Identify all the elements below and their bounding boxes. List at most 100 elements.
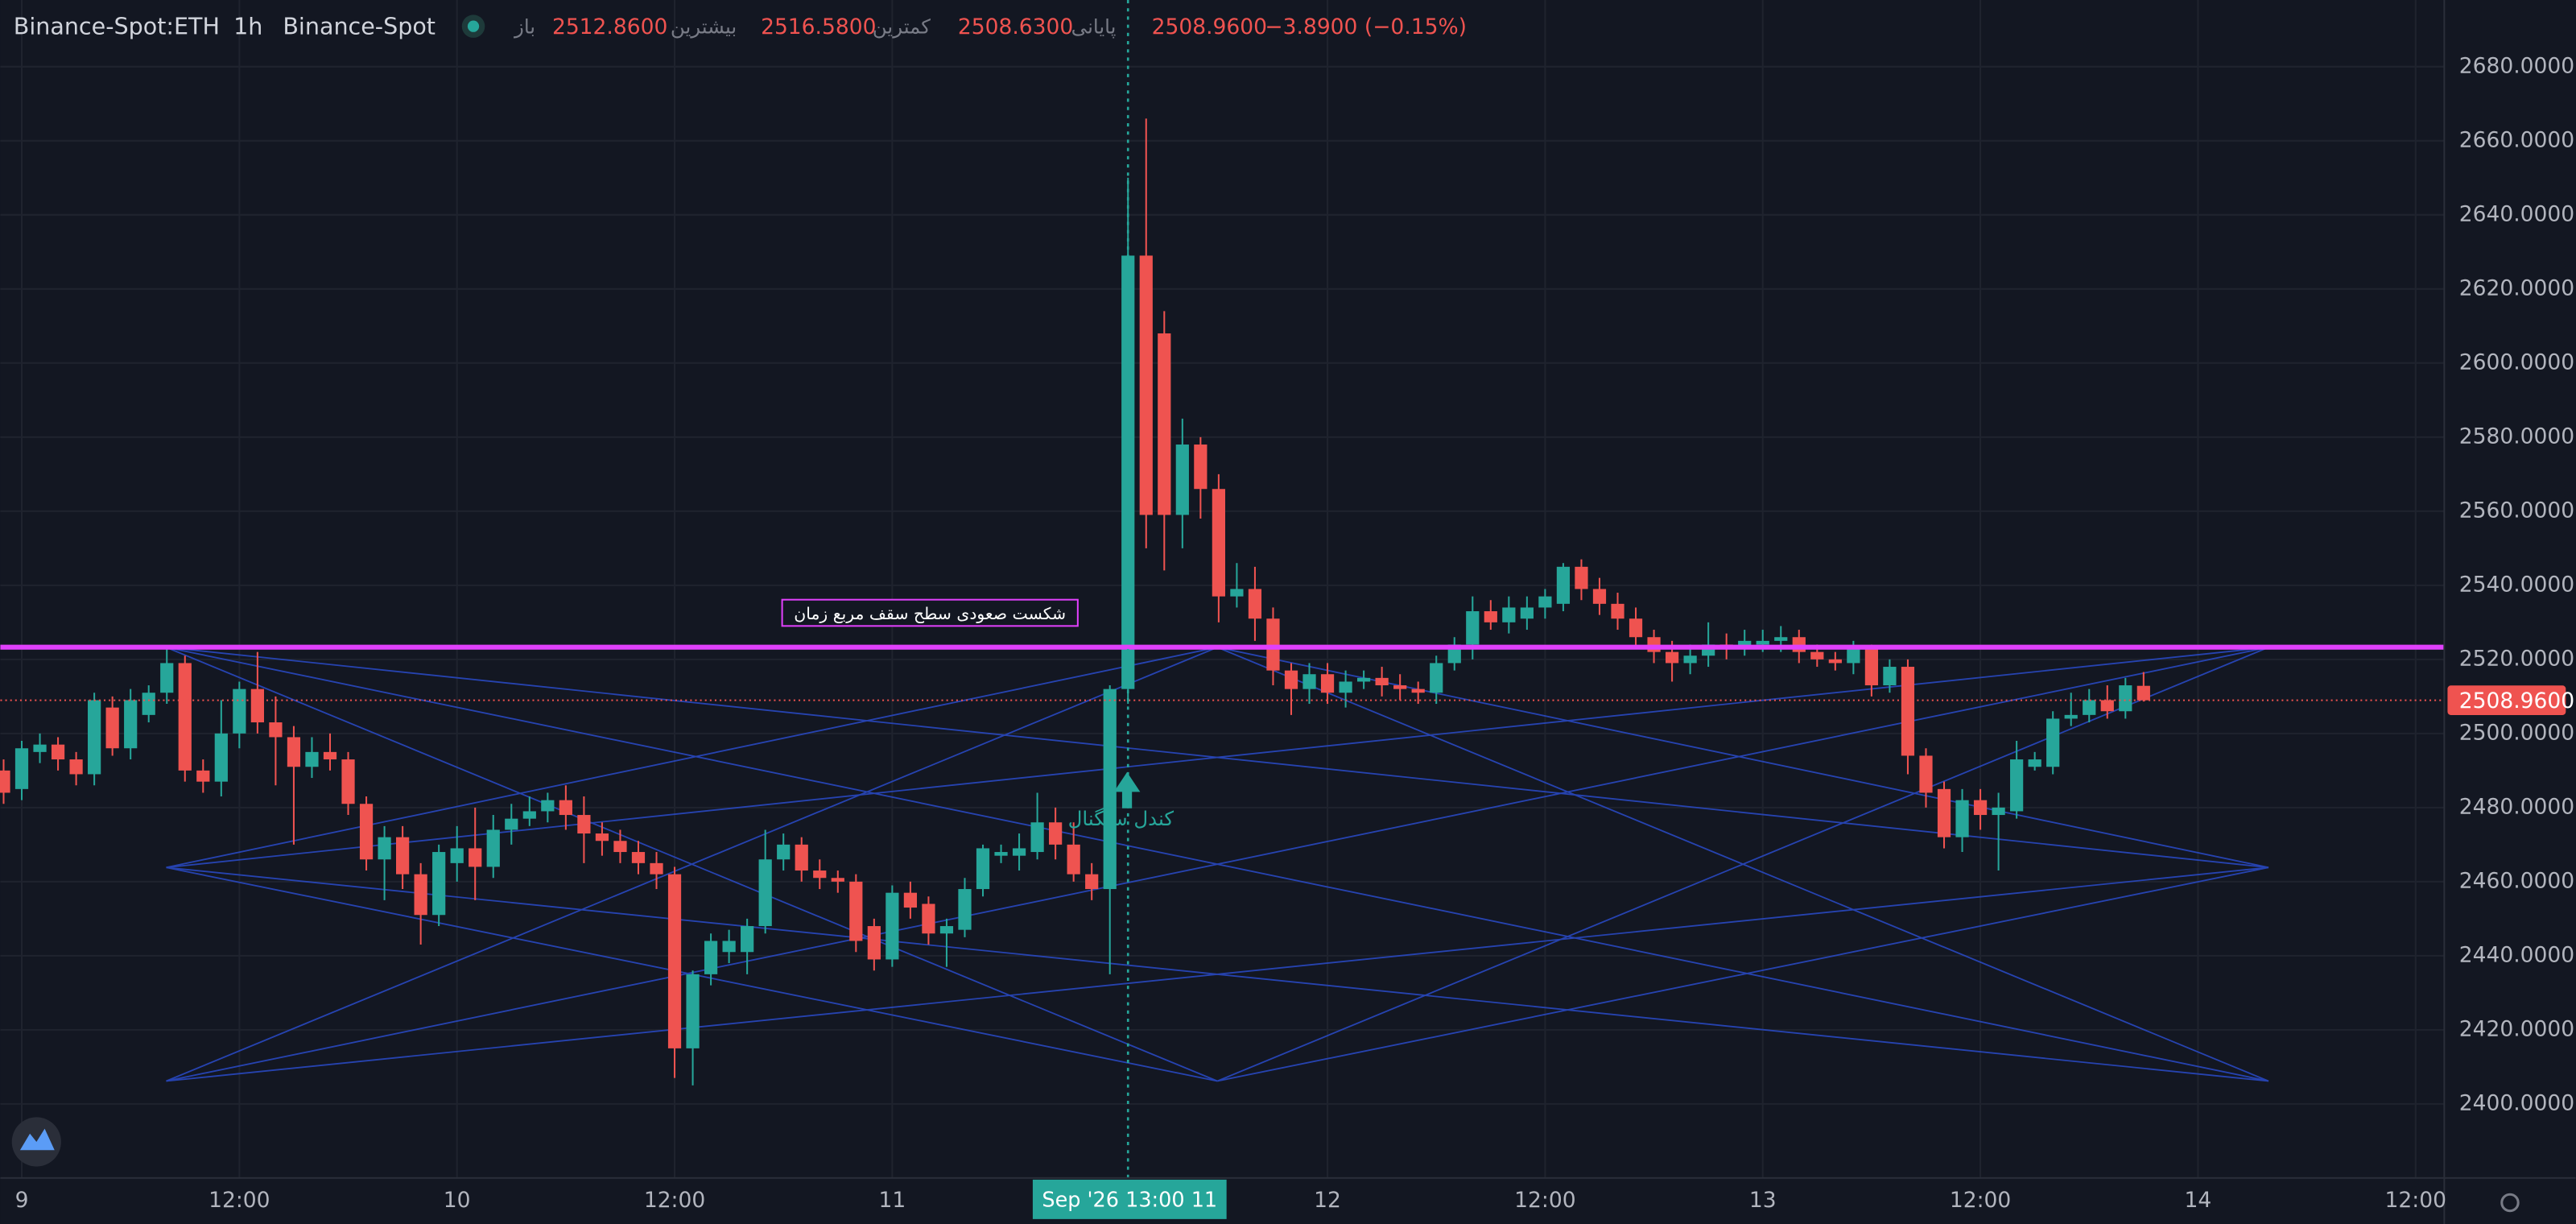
candle-body [269, 722, 283, 738]
candle-body [522, 811, 536, 819]
candle-body [1502, 607, 1516, 622]
candle-body [595, 833, 609, 842]
settings-icon[interactable] [2500, 1193, 2520, 1213]
candle-body [414, 874, 427, 916]
high-label: بیشترین [671, 15, 737, 39]
candle-body [1466, 611, 1480, 645]
candle-body [1357, 677, 1371, 682]
drawing-line [166, 866, 2269, 1082]
candle-body [1266, 618, 1280, 671]
candle-body [450, 848, 464, 863]
candle-body [1665, 651, 1679, 664]
time-axis [0, 1177, 2576, 1224]
drawing-line [166, 647, 1218, 1082]
candle-body [1792, 637, 1806, 652]
candle-body [1411, 688, 1425, 693]
candle-body [1919, 755, 1933, 793]
annotation-text: شکست صعودی سطح سقف مربع زمان [794, 604, 1066, 623]
candle-body [831, 878, 844, 882]
candle-body [1955, 800, 1969, 837]
candle-body [1230, 589, 1244, 597]
candle-body [2083, 700, 2096, 715]
candle-body [867, 926, 881, 960]
y-tick-label: 2640.0000 [2459, 201, 2574, 226]
candle-body [1937, 788, 1951, 837]
candle-body [886, 892, 899, 960]
candle-body [69, 759, 83, 775]
candle-body [1756, 640, 1769, 645]
candle-body [1430, 663, 1443, 693]
candle-body [432, 852, 446, 916]
axis-labels: 2400.0000 2420.0000 2440.0000 2460.0000 2480… [15, 53, 2574, 1219]
price-axis [2444, 0, 2576, 1224]
x-tick-label: 12 [1314, 1188, 1341, 1213]
gann-pattern [166, 646, 2269, 1082]
candle-body [1901, 667, 1915, 756]
candle-body [577, 815, 591, 834]
y-tick-label: 2500.0000 [2459, 720, 2574, 745]
change-value: −3.8900 (−0.15%) [1265, 14, 1467, 39]
y-tick-label: 2460.0000 [2459, 868, 2574, 893]
y-tick-label: 2600.0000 [2459, 349, 2574, 374]
candle-body [1520, 607, 1534, 619]
open-label: باز [513, 15, 535, 39]
x-tick-label: 12:00 [1950, 1188, 2011, 1213]
candles [0, 118, 2150, 1085]
candle-body [2136, 685, 2150, 701]
candle-body [486, 829, 500, 867]
y-tick-label: 2560.0000 [2459, 498, 2574, 523]
candle-body [214, 733, 228, 782]
candle-body [160, 663, 174, 693]
candle-body [359, 804, 374, 860]
low-value: 2508.6300 [958, 14, 1073, 39]
candle-body [105, 707, 119, 749]
open-value: 2512.8600 [552, 14, 667, 39]
candle-body [1828, 659, 1842, 664]
interval: 1h [233, 13, 262, 40]
candle-body [1393, 685, 1407, 689]
candle-body [613, 841, 627, 853]
candle-body [505, 818, 518, 830]
candle-body [1810, 651, 1824, 660]
status-dot [467, 20, 480, 32]
close-label: پایانی [1071, 15, 1117, 39]
candle-body [741, 926, 754, 953]
x-tick-label: 12:00 [1514, 1188, 1575, 1213]
last-price-label: 2508.9600 [2459, 688, 2574, 713]
candle-body [1375, 677, 1389, 686]
crosshair-label: Sep '26 13:00 11 [1042, 1188, 1217, 1212]
drawing-line [166, 646, 2269, 1082]
candle-body [976, 848, 990, 890]
candle-body [305, 751, 319, 767]
candle-body [1175, 445, 1189, 515]
x-tick-label: 13 [1749, 1188, 1777, 1213]
candle-body [1248, 589, 1262, 619]
candle-body [686, 974, 700, 1048]
candle-body [559, 800, 572, 816]
candle-body [341, 759, 355, 804]
candle-body [813, 870, 827, 879]
candle-body [1973, 800, 1988, 816]
candle-body [469, 848, 482, 867]
candle-body [1992, 807, 2005, 816]
candle-body [958, 889, 972, 930]
candle-body [2028, 759, 2041, 767]
candle-body [1139, 255, 1153, 515]
exchange: Binance-Spot [283, 13, 436, 40]
y-tick-label: 2540.0000 [2459, 572, 2574, 597]
candle-body [14, 748, 29, 789]
candle-body [1103, 688, 1117, 890]
candle-body [2119, 685, 2132, 712]
candle-body [2100, 700, 2114, 712]
candle-body [758, 859, 772, 927]
candle-body [1212, 489, 1225, 597]
candle-body [1538, 596, 1552, 608]
x-tick-label: 12:00 [2385, 1188, 2446, 1213]
candle-body [1647, 637, 1661, 652]
candle-body [1484, 611, 1497, 622]
symbol: Binance-Spot:ETH [14, 13, 220, 40]
candle-body [994, 852, 1008, 856]
y-tick-label: 2400.0000 [2459, 1090, 2574, 1115]
y-tick-label: 2660.0000 [2459, 127, 2574, 152]
